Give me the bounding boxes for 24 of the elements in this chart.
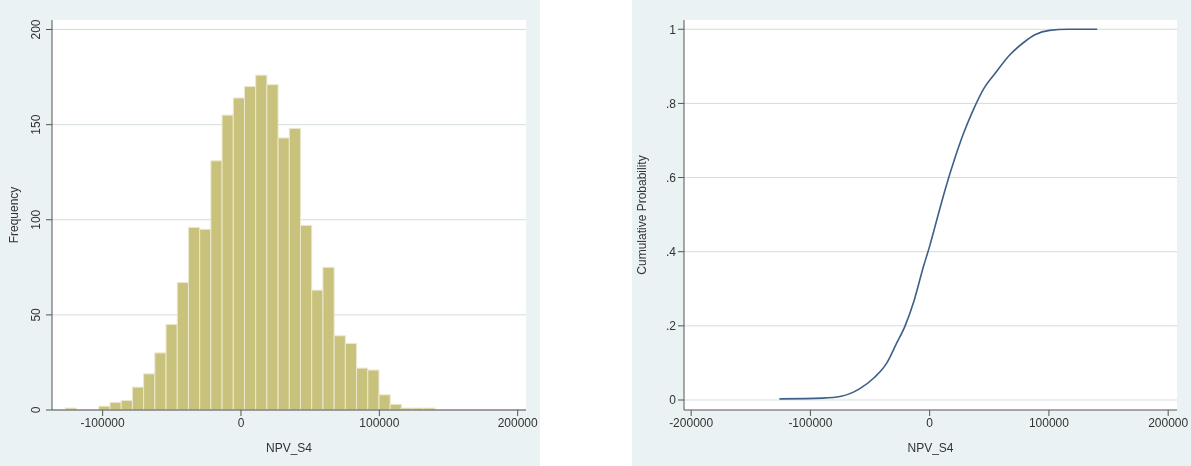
x-tick-label: -200000 <box>669 415 714 430</box>
y-tick-label: 100 <box>29 209 43 230</box>
x-tick-label: 0 <box>926 415 934 430</box>
y-tick-label: 50 <box>29 307 43 322</box>
y-tick-label: .6 <box>665 170 677 185</box>
y-tick-label: .2 <box>665 319 677 334</box>
y-tick-label: 150 <box>29 114 43 135</box>
x-tick-label: 200000 <box>497 415 539 430</box>
y-tick-label: 0 <box>29 406 43 414</box>
y-axis-title: Cumulative Probability <box>635 155 650 275</box>
x-tick-label: 100000 <box>359 415 400 430</box>
y-tick-label: 0 <box>669 393 677 408</box>
x-tick-label: 200000 <box>1148 415 1189 430</box>
x-tick-label: -100000 <box>788 415 833 430</box>
y-tick-label: .8 <box>665 96 677 111</box>
x-axis-title: NPV_S4 <box>265 441 313 455</box>
y-tick-label: 200 <box>29 19 43 40</box>
y-tick-label: .4 <box>665 244 677 259</box>
x-axis-title: NPV_S4 <box>907 441 954 455</box>
y-tick-label: 1 <box>669 22 677 37</box>
x-tick-label: 100000 <box>1028 415 1070 430</box>
x-tick-label: -100000 <box>80 415 125 430</box>
x-tick-label: 0 <box>237 415 245 430</box>
y-axis-title: Frequency <box>7 186 22 244</box>
